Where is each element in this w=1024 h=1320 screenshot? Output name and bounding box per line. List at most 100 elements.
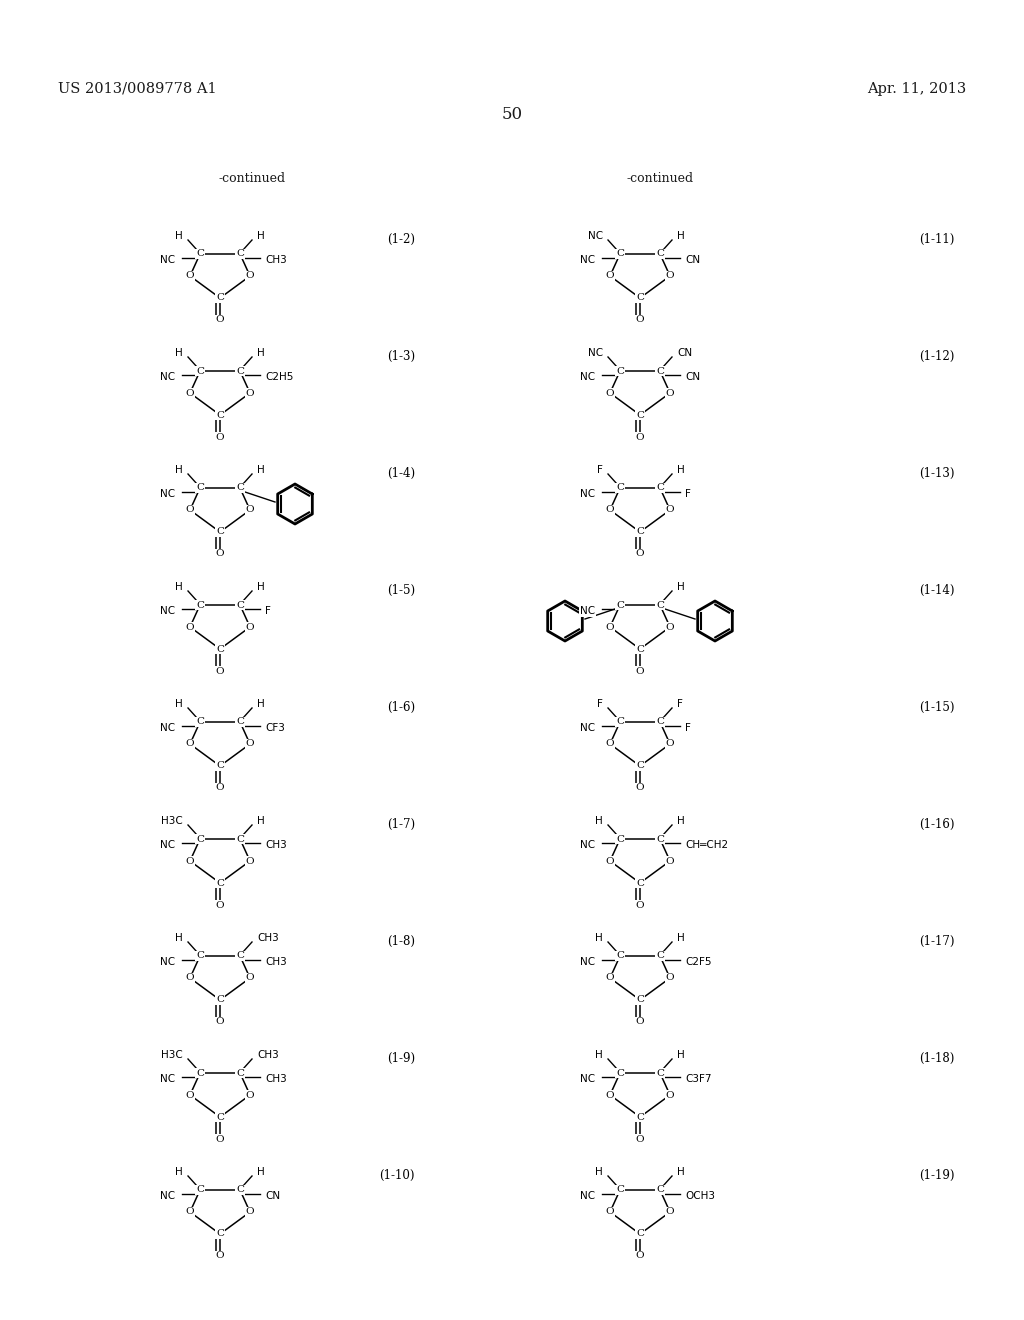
Text: CH3: CH3	[265, 255, 287, 265]
Text: NC: NC	[588, 348, 603, 358]
Text: H: H	[677, 933, 685, 942]
Text: O: O	[246, 857, 254, 866]
Text: H: H	[175, 933, 183, 942]
Text: C: C	[636, 1113, 644, 1122]
Text: C: C	[196, 367, 204, 375]
Text: O: O	[246, 739, 254, 748]
Text: C: C	[656, 1068, 664, 1077]
Text: O: O	[216, 1134, 224, 1143]
Text: H: H	[175, 700, 183, 709]
Text: O: O	[246, 974, 254, 982]
Text: 50: 50	[502, 106, 522, 123]
Text: OCH3: OCH3	[685, 1191, 715, 1201]
Text: C: C	[636, 762, 644, 771]
Text: (1-12): (1-12)	[920, 350, 955, 363]
Text: NC: NC	[580, 1074, 595, 1084]
Text: NC: NC	[160, 606, 175, 616]
Text: C: C	[616, 718, 624, 726]
Text: NC: NC	[160, 1191, 175, 1201]
Text: CN: CN	[677, 348, 692, 358]
Text: O: O	[605, 739, 614, 748]
Text: C: C	[636, 644, 644, 653]
Text: C: C	[216, 995, 224, 1005]
Text: C: C	[196, 718, 204, 726]
Text: O: O	[246, 1090, 254, 1100]
Text: O: O	[216, 667, 224, 676]
Text: C: C	[656, 249, 664, 259]
Text: O: O	[636, 433, 644, 441]
Text: O: O	[636, 900, 644, 909]
Text: C: C	[616, 952, 624, 961]
Text: H: H	[677, 231, 685, 242]
Text: O: O	[185, 857, 195, 866]
Text: H: H	[595, 816, 603, 826]
Text: (1-10): (1-10)	[380, 1170, 415, 1181]
Text: C: C	[216, 411, 224, 420]
Text: NC: NC	[160, 372, 175, 381]
Text: O: O	[636, 784, 644, 792]
Text: O: O	[185, 739, 195, 748]
Text: O: O	[216, 784, 224, 792]
Text: CH3: CH3	[257, 1049, 279, 1060]
Text: C: C	[236, 367, 244, 375]
Text: NC: NC	[580, 606, 595, 616]
Text: C: C	[216, 1113, 224, 1122]
Text: O: O	[666, 388, 675, 397]
Text: C: C	[656, 834, 664, 843]
Text: C: C	[636, 528, 644, 536]
Text: C: C	[636, 293, 644, 302]
Text: O: O	[246, 272, 254, 281]
Text: H: H	[595, 933, 603, 942]
Text: C: C	[616, 1185, 624, 1195]
Text: C: C	[656, 718, 664, 726]
Text: O: O	[185, 623, 195, 631]
Text: NC: NC	[580, 372, 595, 381]
Text: H: H	[175, 231, 183, 242]
Text: H: H	[175, 1167, 183, 1177]
Text: O: O	[216, 1251, 224, 1261]
Text: H: H	[175, 582, 183, 591]
Text: Apr. 11, 2013: Apr. 11, 2013	[866, 82, 966, 96]
Text: O: O	[605, 388, 614, 397]
Text: H: H	[677, 816, 685, 826]
Text: O: O	[605, 1208, 614, 1217]
Text: O: O	[605, 506, 614, 515]
Text: O: O	[666, 623, 675, 631]
Text: O: O	[216, 549, 224, 558]
Text: (1-6): (1-6)	[387, 701, 415, 714]
Text: (1-11): (1-11)	[920, 234, 955, 246]
Text: C: C	[196, 1185, 204, 1195]
Text: H: H	[175, 348, 183, 358]
Text: CH3: CH3	[265, 957, 287, 968]
Text: C: C	[616, 834, 624, 843]
Text: CH3: CH3	[265, 1074, 287, 1084]
Text: O: O	[605, 272, 614, 281]
Text: C: C	[616, 367, 624, 375]
Text: (1-13): (1-13)	[920, 467, 955, 480]
Text: H: H	[677, 1049, 685, 1060]
Text: O: O	[636, 315, 644, 325]
Text: C: C	[616, 483, 624, 492]
Text: H: H	[257, 816, 265, 826]
Text: CN: CN	[685, 372, 700, 381]
Text: C: C	[616, 1068, 624, 1077]
Text: O: O	[666, 974, 675, 982]
Text: NC: NC	[160, 723, 175, 733]
Text: O: O	[666, 1090, 675, 1100]
Text: H: H	[257, 465, 265, 475]
Text: O: O	[605, 974, 614, 982]
Text: F: F	[265, 606, 271, 616]
Text: CH3: CH3	[257, 933, 279, 942]
Text: O: O	[216, 900, 224, 909]
Text: NC: NC	[160, 255, 175, 265]
Text: O: O	[246, 623, 254, 631]
Text: C: C	[616, 601, 624, 610]
Text: O: O	[636, 1134, 644, 1143]
Text: O: O	[605, 623, 614, 631]
Text: C: C	[616, 249, 624, 259]
Text: C: C	[216, 762, 224, 771]
Text: NC: NC	[580, 723, 595, 733]
Text: -continued: -continued	[627, 172, 693, 185]
Text: NC: NC	[580, 255, 595, 265]
Text: NC: NC	[580, 840, 595, 850]
